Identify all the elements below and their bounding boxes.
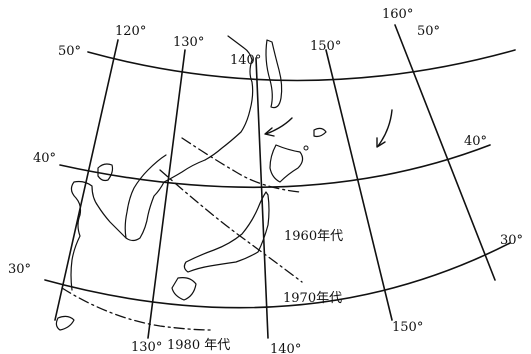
current-arrow-east [377, 109, 393, 147]
current-arrow-east-head [376, 137, 386, 148]
meridian-160 [394, 24, 496, 281]
lat-label-40-left: 40° [33, 151, 56, 166]
taiwan-coast [55, 315, 75, 331]
meridian-130 [147, 49, 186, 339]
lon-label-120-top: 120° [115, 24, 146, 39]
era-label-1970: 1970年代 [283, 291, 342, 306]
era-label-1960: 1960年代 [284, 229, 343, 244]
lon-label-130-bottom: 130° [131, 340, 162, 354]
parallel-30 [44, 242, 511, 309]
hokkaido-coast [269, 144, 304, 183]
lon-label-150-top: 150° [310, 39, 341, 54]
era-boundary-1970 [159, 169, 303, 283]
kyushu-coast [171, 277, 197, 301]
korea-coast [124, 154, 206, 242]
era-boundary-1980 [61, 287, 213, 331]
lon-label-130-top: 130° [173, 35, 204, 50]
lon-label-140-top: 140° [230, 53, 261, 68]
sakhalin-coast [265, 39, 283, 109]
small-island [303, 145, 309, 151]
lon-label-150-bottom: 150° [392, 320, 423, 335]
kuril-island [313, 127, 327, 138]
bohai-coast [97, 163, 114, 182]
era-label-1980: 1980 年代 [167, 338, 230, 353]
parallel-40 [59, 144, 491, 189]
current-arrow-west-head [264, 127, 275, 137]
meridian-120 [54, 39, 119, 321]
era-boundary-1960 [181, 137, 301, 193]
current-arrow-west [265, 117, 293, 135]
lat-label-30-right: 30° [500, 233, 523, 248]
lat-label-50-right: 50° [417, 24, 440, 39]
honshu-coast [183, 191, 270, 273]
meridian-150 [325, 49, 393, 321]
lon-label-140-bottom: 140° [270, 342, 301, 354]
mainland-coast-north [204, 35, 254, 161]
lat-label-40-right: 40° [464, 134, 487, 149]
lon-label-160-top: 160° [382, 7, 413, 22]
china-coast [70, 180, 127, 291]
lat-label-50-left: 50° [58, 44, 81, 59]
lat-label-30-left: 30° [8, 262, 31, 277]
parallel-50 [87, 49, 516, 82]
